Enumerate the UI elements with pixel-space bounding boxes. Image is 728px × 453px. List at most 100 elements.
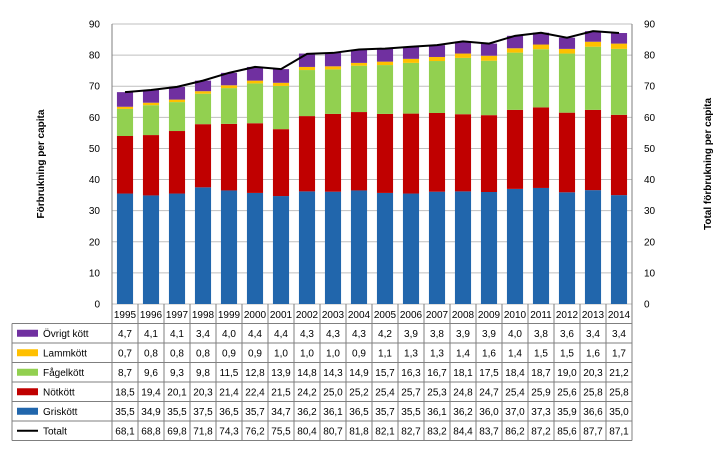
data-label: 1,3 bbox=[430, 348, 444, 359]
x-tick-label: 2008 bbox=[452, 310, 475, 321]
data-label: 0,8 bbox=[196, 348, 210, 359]
data-label: 3,6 bbox=[560, 329, 574, 340]
data-label: 25,6 bbox=[557, 387, 577, 398]
bar-segment bbox=[428, 56, 446, 62]
bar-segment bbox=[116, 108, 134, 136]
data-label: 36,1 bbox=[323, 407, 343, 418]
data-label: 37,0 bbox=[505, 407, 525, 418]
bar-segment bbox=[532, 187, 550, 304]
legend-key bbox=[17, 349, 38, 357]
data-label: 36,1 bbox=[427, 407, 447, 418]
bar-segment bbox=[506, 52, 524, 110]
bar-segment bbox=[428, 112, 446, 192]
y-tick-right: 70 bbox=[644, 82, 656, 93]
bar-segment bbox=[480, 43, 498, 56]
data-label: 1,5 bbox=[534, 348, 548, 359]
bar-segment bbox=[220, 72, 238, 86]
bar-segment bbox=[350, 62, 368, 66]
data-label: 17,5 bbox=[479, 368, 499, 379]
bar-segment bbox=[454, 114, 472, 192]
data-label: 36,2 bbox=[297, 407, 317, 418]
bar-segment bbox=[480, 115, 498, 192]
bar-segment bbox=[246, 192, 264, 304]
bar-segment bbox=[376, 113, 394, 193]
bar-segment bbox=[194, 187, 212, 304]
legend-label: Griskött bbox=[43, 407, 78, 418]
bar-segment bbox=[194, 93, 212, 125]
data-label: 21,2 bbox=[609, 368, 629, 379]
bar-segment bbox=[506, 35, 524, 49]
data-label: 84,4 bbox=[453, 426, 473, 437]
data-label: 1,6 bbox=[482, 348, 496, 359]
bar-segment bbox=[428, 61, 446, 113]
x-tick-label: 1999 bbox=[218, 310, 241, 321]
y-tick-right: 80 bbox=[644, 51, 656, 62]
bar-segment bbox=[194, 124, 212, 188]
data-label: 19,0 bbox=[557, 368, 577, 379]
bar-segment bbox=[610, 114, 628, 196]
data-label: 68,8 bbox=[141, 426, 161, 437]
data-label: 25,0 bbox=[323, 387, 343, 398]
bar-segment bbox=[480, 192, 498, 304]
bar-segment bbox=[142, 195, 160, 304]
bar-segment bbox=[610, 43, 628, 49]
data-label: 36,0 bbox=[479, 407, 499, 418]
data-label: 68,1 bbox=[115, 426, 135, 437]
y-tick-left: 40 bbox=[89, 175, 101, 186]
bar-segment bbox=[142, 102, 160, 106]
bar-segment bbox=[142, 105, 160, 136]
y-tick-left: 50 bbox=[89, 144, 101, 155]
data-label: 34,9 bbox=[141, 407, 161, 418]
bar-segment bbox=[350, 112, 368, 191]
data-label: 4,0 bbox=[508, 329, 522, 340]
bar-segment bbox=[454, 41, 472, 54]
data-label: 36,2 bbox=[453, 407, 473, 418]
bars bbox=[116, 31, 628, 304]
bar-segment bbox=[402, 62, 420, 114]
bar-segment bbox=[610, 195, 628, 304]
data-label: 35,5 bbox=[115, 407, 135, 418]
bar-segment bbox=[480, 60, 498, 116]
y-tick-left: 90 bbox=[89, 20, 101, 31]
data-label: 25,3 bbox=[427, 387, 447, 398]
bar-segment bbox=[142, 135, 160, 196]
data-label: 85,6 bbox=[557, 426, 577, 437]
x-tick-label: 1997 bbox=[166, 310, 189, 321]
data-label: 4,7 bbox=[118, 329, 132, 340]
bar-segment bbox=[116, 92, 134, 107]
data-label: 3,8 bbox=[430, 329, 444, 340]
bar-segment bbox=[116, 106, 134, 109]
data-label: 83,2 bbox=[427, 426, 447, 437]
bar-segment bbox=[428, 45, 446, 57]
bar-segment bbox=[402, 113, 420, 194]
y-tick-left: 80 bbox=[89, 51, 101, 62]
x-tick-label: 2003 bbox=[322, 310, 345, 321]
y-tick-left: 30 bbox=[89, 206, 101, 217]
data-label: 35,5 bbox=[401, 407, 421, 418]
gridlines bbox=[112, 23, 632, 305]
x-tick-label: 2011 bbox=[530, 310, 552, 321]
data-label: 16,3 bbox=[401, 368, 421, 379]
bar-segment bbox=[454, 57, 472, 115]
data-label: 87,2 bbox=[531, 426, 551, 437]
data-label: 25,4 bbox=[505, 387, 525, 398]
bar-segment bbox=[584, 109, 602, 191]
axes: 0 0 10 10 20 20 30 30 40 40 50 50 60 60 70 70 80 80 90 90 bbox=[89, 20, 656, 311]
x-tick-label: 2007 bbox=[426, 310, 449, 321]
data-label: 69,8 bbox=[167, 426, 187, 437]
data-label: 35,0 bbox=[609, 407, 629, 418]
data-label: 3,8 bbox=[534, 329, 548, 340]
data-label: 87,7 bbox=[583, 426, 603, 437]
data-label: 22,4 bbox=[245, 387, 265, 398]
data-label: 4,4 bbox=[248, 329, 262, 340]
data-label: 25,8 bbox=[609, 387, 629, 398]
bar-segment bbox=[116, 136, 134, 194]
data-label: 82,7 bbox=[401, 426, 421, 437]
data-label: 80,7 bbox=[323, 426, 343, 437]
data-label: 4,0 bbox=[222, 329, 236, 340]
bar-segment bbox=[350, 65, 368, 113]
y-tick-right: 40 bbox=[644, 175, 656, 186]
data-label: 25,2 bbox=[349, 387, 369, 398]
bar-segment bbox=[324, 66, 342, 70]
